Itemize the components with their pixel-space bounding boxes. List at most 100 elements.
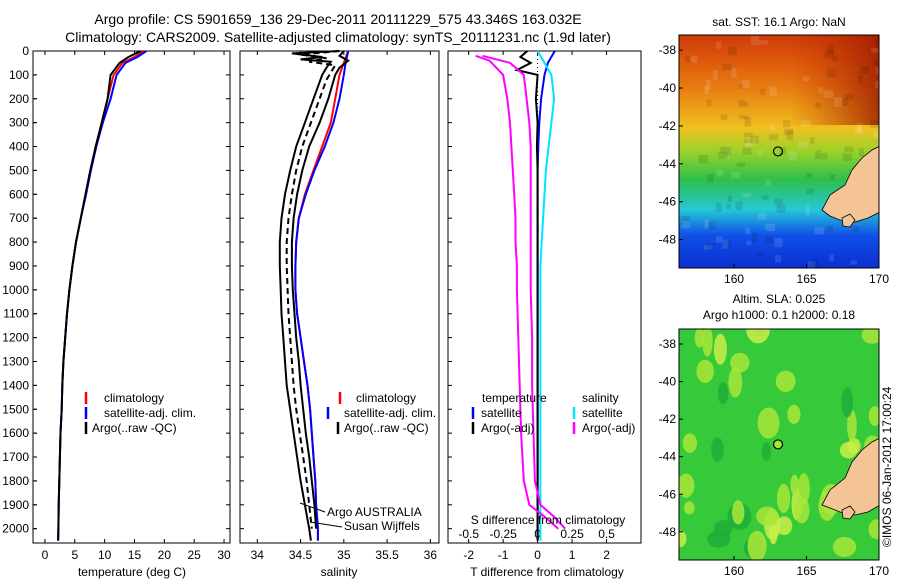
sla-texture-eddy (679, 473, 695, 498)
sst-texture-cell (745, 227, 751, 235)
x-tick-label: 34 (251, 548, 265, 562)
temperature-panel: 0100200300400500600700800900100011001200… (2, 44, 231, 579)
x-tick-label: 36 (424, 548, 438, 562)
lon-tick-label: 160 (724, 272, 744, 286)
sst-texture-cell (762, 195, 769, 200)
temperature-diff-legend: temperature satellite Argo(-adj) (471, 391, 547, 435)
sla-texture-eddy (679, 530, 687, 548)
temperature-axes (32, 50, 231, 544)
sst-texture-cell (715, 236, 723, 243)
sst-texture-cell (769, 134, 778, 140)
sla-map-title-line-1: Altim. SLA: 0.025 (733, 292, 826, 306)
sst-texture-cell (738, 84, 744, 89)
lat-tick-label: -48 (659, 233, 677, 247)
sla-texture-eddy (683, 501, 695, 515)
sst-texture-cell (842, 153, 852, 161)
sla-texture-eddy (747, 530, 767, 560)
sla-texture-eddy (832, 536, 857, 558)
series-line-argo-adj- (482, 54, 566, 530)
depth-tick-label: 800 (9, 235, 29, 249)
sla-texture-eddy (711, 437, 724, 462)
lat-tick-label: -48 (659, 525, 677, 539)
depth-tick-label: 300 (9, 116, 29, 130)
sst-land-south-island (821, 146, 879, 223)
sst-texture (680, 35, 879, 268)
sst-texture-cell (706, 243, 715, 251)
sst-texture-cell (873, 131, 879, 139)
sst-texture-cell (726, 203, 732, 210)
sst-texture-cell (705, 79, 711, 90)
sst-texture-cell (744, 132, 753, 138)
annotation-susan-wijffels: Susan Wijffels (344, 519, 420, 533)
s-difference-xlabel: S difference from climatology (471, 513, 626, 527)
sla-texture-eddy (794, 497, 810, 524)
sla-field (679, 329, 879, 560)
sst-texture-cell (802, 76, 810, 82)
lat-tick-label: -40 (659, 81, 677, 95)
sst-texture-cell (854, 126, 862, 134)
depth-tick-label: 1300 (2, 354, 29, 368)
x-tick-label: -1 (498, 548, 509, 562)
depth-tick-label: 1700 (2, 450, 29, 464)
sst-texture-cell (815, 150, 822, 160)
sst-texture-cell (765, 223, 775, 231)
legend-t-satellite: satellite (481, 406, 522, 420)
sst-texture-cell (844, 93, 855, 100)
sst-map-title: sat. SST: 16.1 Argo: NaN (712, 15, 845, 29)
sst-texture-cell (788, 151, 798, 161)
sst-texture-cell (716, 41, 722, 49)
sla-texture-eddy (868, 405, 879, 427)
sst-texture-cell (858, 148, 864, 157)
sst-texture-cell (856, 123, 863, 132)
t-difference-xlabel: T difference from climatology (470, 565, 624, 579)
legend-satellite: satellite-adj. clim. (104, 406, 196, 420)
sla-texture-eddy (731, 500, 745, 525)
x-tick-label: 34.5 (289, 548, 313, 562)
series-line-satellite-adj-clim- (294, 50, 350, 541)
difference-axes (447, 50, 642, 544)
sla-texture-eddy (694, 329, 705, 348)
sst-texture-cell (852, 226, 860, 232)
sst-texture-cell (738, 99, 745, 107)
sst-texture-cell (723, 146, 731, 156)
sla-texture-eddy (730, 352, 750, 373)
sst-texture-cell (690, 55, 698, 63)
s-diff-tick-label: -0.25 (489, 527, 517, 541)
salinity-panel: 34 34.5 35 35.5 36 salinity climatology sate… (239, 50, 440, 579)
depth-tick-label: 500 (9, 163, 29, 177)
sst-texture-cell (769, 86, 777, 96)
lat-tick-label: -44 (659, 450, 677, 464)
title-line-2: Climatology: CARS2009. Satellite-adjuste… (65, 29, 611, 45)
sst-texture-cell (870, 119, 879, 128)
sst-map-frame (678, 34, 880, 269)
sst-texture-cell (757, 213, 767, 220)
sst-texture-cell (801, 120, 811, 127)
sla-texture-eddy (757, 407, 780, 439)
sst-texture-cell (698, 155, 709, 164)
sst-texture-cell (718, 151, 728, 159)
legend-climatology: climatology (356, 391, 416, 405)
sla-map-ticks: 160 165 170 -38 -40 -42 -44 -46 -48 (659, 337, 890, 578)
sla-float-marker (772, 439, 784, 450)
sla-land-south-island (821, 438, 879, 516)
sst-texture-cell (739, 114, 749, 120)
sst-texture-cell (759, 88, 766, 95)
legend-climatology: climatology (104, 391, 164, 405)
salinity-lines (278, 50, 350, 541)
sst-texture-cell (723, 151, 729, 159)
x-tick-label: 35.5 (375, 548, 399, 562)
sla-texture-eddy (868, 519, 879, 540)
sla-texture-eddy (682, 433, 698, 453)
x-tick-label: 1 (569, 548, 576, 562)
sst-texture-cell (712, 70, 718, 80)
sst-texture-cell (826, 225, 834, 232)
sst-texture-cell (756, 251, 764, 258)
series-line-argo-raw-qc- (285, 50, 340, 529)
sla-land-stewart-island (841, 505, 856, 520)
salinity-diff-legend: salinity satellite Argo(-adj) (572, 391, 635, 435)
legend-salinity-title: salinity (582, 391, 619, 405)
temperature-legend: climatology satellite-adj. clim. Argo(..… (84, 391, 196, 435)
sst-texture-cell (756, 150, 764, 156)
sst-texture-cell (826, 68, 837, 78)
lat-tick-label: -38 (659, 337, 677, 351)
